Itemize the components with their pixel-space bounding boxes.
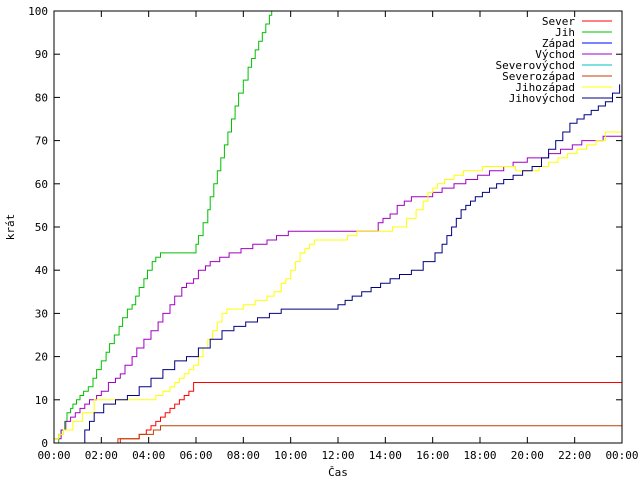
series-line-6: [115, 425, 622, 443]
x-tick-label: 16:00: [416, 449, 449, 462]
x-tick-label: 06:00: [179, 449, 212, 462]
y-tick-label: 90: [35, 48, 48, 61]
x-tick-label: 10:00: [274, 449, 307, 462]
series-line-1: [117, 382, 622, 443]
series-line-7: [54, 127, 622, 440]
x-tick-label: 14:00: [369, 449, 402, 462]
x-tick-label: 04:00: [132, 449, 165, 462]
y-tick-label: 100: [28, 5, 48, 18]
y-tick-label: 30: [35, 307, 48, 320]
y-tick-label: 60: [35, 178, 48, 191]
y-tick-label: 80: [35, 91, 48, 104]
x-axis-label: Čas: [328, 466, 348, 479]
y-tick-label: 40: [35, 264, 48, 277]
plot-lines: [54, 11, 622, 443]
x-tick-label: 20:00: [511, 449, 544, 462]
x-tick-label: 00:00: [605, 449, 638, 462]
legend-label: Jihovýchod: [509, 92, 575, 105]
series-line-2: [56, 11, 273, 443]
y-axis-label: krát: [4, 214, 17, 241]
y-tick-label: 20: [35, 351, 48, 364]
x-tick-label: 18:00: [463, 449, 496, 462]
y-tick-label: 50: [35, 221, 48, 234]
x-axis: 00:00 02:00 04:00 06:00 08:00 10:00 12:00 14:00…: [37, 11, 639, 462]
legend: SeverJihZápadVýchodSeverovýchodSeverozáp…: [496, 15, 612, 105]
legend-label: Východ: [535, 48, 575, 61]
y-tick-label: 0: [41, 437, 48, 450]
y-tick-label: 70: [35, 135, 48, 148]
legend-label: Jih: [555, 26, 575, 39]
x-tick-label: 08:00: [227, 449, 260, 462]
legend-label: Západ: [542, 37, 575, 50]
y-tick-label: 10: [35, 394, 48, 407]
legend-label: Severovýchod: [496, 59, 575, 72]
series-line-4: [54, 135, 622, 440]
legend-label: Jihozápad: [515, 81, 575, 94]
y-axis: 0 10 20 30 40 50 60 70 80 90 100: [28, 5, 622, 450]
x-tick-label: 02:00: [85, 449, 118, 462]
legend-label: Severozápad: [502, 70, 575, 83]
x-tick-label: 00:00: [37, 449, 70, 462]
series-line-8: [80, 84, 621, 443]
legend-label: Sever: [542, 15, 575, 28]
x-tick-label: 12:00: [321, 449, 354, 462]
x-tick-label: 22:00: [558, 449, 591, 462]
